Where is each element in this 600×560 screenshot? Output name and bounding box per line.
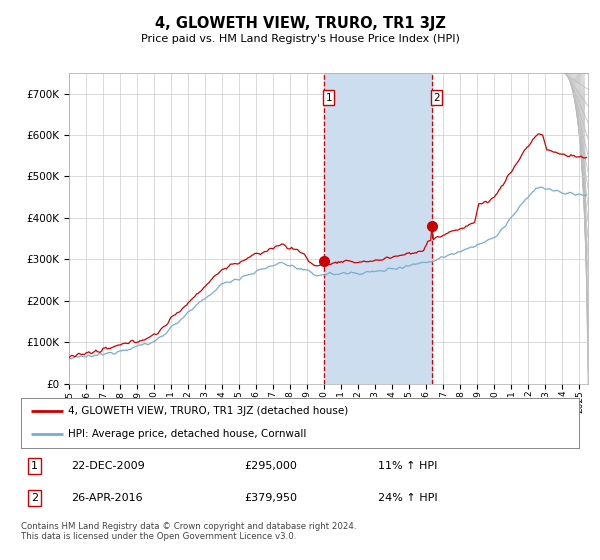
Text: 22-DEC-2009: 22-DEC-2009 — [71, 461, 145, 470]
Text: 24% ↑ HPI: 24% ↑ HPI — [378, 493, 438, 503]
Text: 2: 2 — [433, 92, 440, 102]
Text: 4, GLOWETH VIEW, TRURO, TR1 3JZ (detached house): 4, GLOWETH VIEW, TRURO, TR1 3JZ (detache… — [68, 406, 349, 416]
Text: 11% ↑ HPI: 11% ↑ HPI — [378, 461, 437, 470]
Text: 1: 1 — [31, 461, 38, 470]
Bar — [324, 73, 432, 384]
Text: 1: 1 — [325, 92, 332, 102]
Text: 26-APR-2016: 26-APR-2016 — [71, 493, 143, 503]
Text: £379,950: £379,950 — [244, 493, 297, 503]
Text: 2: 2 — [31, 493, 38, 503]
Text: £295,000: £295,000 — [244, 461, 297, 470]
Text: Price paid vs. HM Land Registry's House Price Index (HPI): Price paid vs. HM Land Registry's House … — [140, 34, 460, 44]
Text: 4, GLOWETH VIEW, TRURO, TR1 3JZ: 4, GLOWETH VIEW, TRURO, TR1 3JZ — [155, 16, 445, 31]
Text: Contains HM Land Registry data © Crown copyright and database right 2024.
This d: Contains HM Land Registry data © Crown c… — [21, 522, 356, 542]
Text: HPI: Average price, detached house, Cornwall: HPI: Average price, detached house, Corn… — [68, 430, 307, 440]
